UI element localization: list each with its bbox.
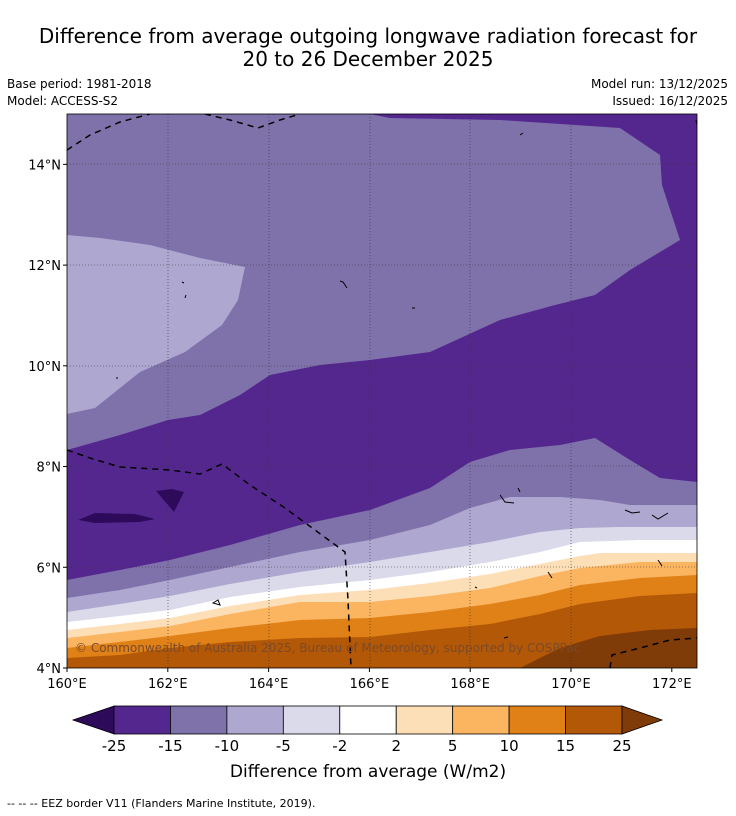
band-below-neg25-patch: [156, 489, 184, 512]
band-pos15-pos25: [67, 593, 697, 668]
colorbar-tick-label: 15: [556, 737, 575, 755]
copyright-watermark: © Commonwealth of Australia 2025, Bureau…: [75, 641, 580, 655]
colorbar-tick-label: 2: [391, 737, 401, 755]
lat-tick-label: 8°N: [37, 461, 62, 476]
lon-tick-label: 164°E: [249, 677, 289, 692]
lon-tick-label: 166°E: [350, 677, 390, 692]
colorbar-arrow-high: [621, 705, 664, 735]
map-title-line2: 20 to 26 December 2025: [242, 47, 494, 71]
colorbar-swatch: [565, 705, 623, 735]
colorbar-tick-label: 10: [500, 737, 519, 755]
colorbar-swatch: [452, 705, 510, 735]
colorbar-tick-label: 5: [448, 737, 458, 755]
colorbar-swatch: [113, 705, 171, 735]
lat-tick-label: 10°N: [28, 360, 61, 375]
lat-tick-label: 6°N: [37, 561, 62, 576]
band-neg10-neg5-north: [67, 235, 245, 414]
plot-frame: [66, 113, 698, 669]
colorbar-tick-label: -15: [158, 737, 183, 755]
colorbar-swatch: [508, 705, 566, 735]
map-title-line1: Difference from average outgoing longwav…: [38, 24, 698, 48]
band-above-25: [520, 628, 697, 668]
lon-tick-label: 168°E: [450, 677, 490, 692]
graticule: [67, 114, 697, 668]
band-below-neg25-west: [78, 513, 155, 523]
colorbar-tick-label: -10: [215, 737, 240, 755]
colorbar-swatch: [226, 705, 284, 735]
colorbar-swatch: [395, 705, 454, 735]
colorbar-tick-label: -25: [102, 737, 127, 755]
longitude-axis: 160°E 162°E 164°E 166°E 168°E 170°E 172°E: [47, 668, 692, 692]
colorbar-title: Difference from average (W/m2): [229, 762, 507, 782]
lon-tick-label: 172°E: [652, 677, 692, 692]
lat-tick-label: 4°N: [37, 662, 62, 677]
latitude-axis: 14°N 12°N 10°N 8°N 6°N 4°N: [28, 158, 67, 677]
colorbar-swatch: [339, 705, 397, 735]
colorbar-arrow-low: [71, 705, 115, 735]
lon-tick-label: 160°E: [47, 677, 87, 692]
lat-tick-label: 12°N: [28, 259, 61, 274]
issued-date: Issued: 16/12/2025: [612, 94, 728, 108]
colorbar-tick-label: -5: [276, 737, 291, 755]
model-name: Model: ACCESS-S2: [7, 94, 119, 108]
colorbar-swatch: [282, 705, 341, 735]
model-run: Model run: 13/12/2025: [590, 77, 728, 91]
colorbar-tick-label: -2: [332, 737, 347, 755]
base-period: Base period: 1981-2018: [7, 77, 152, 91]
colorbar-tick-label: 25: [612, 737, 631, 755]
lon-tick-label: 162°E: [148, 677, 188, 692]
lon-tick-label: 170°E: [551, 677, 591, 692]
eez-legend-note: -- -- -- EEZ border V11 (Flanders Marine…: [7, 797, 316, 810]
eez-border: [67, 114, 697, 668]
colorbar-swatch: [170, 705, 228, 735]
colorbar: -25 -15 -10 -5 -2 2 5 10 15 25: [71, 705, 664, 755]
contour-field: [67, 114, 697, 668]
lat-tick-label: 14°N: [28, 158, 61, 173]
